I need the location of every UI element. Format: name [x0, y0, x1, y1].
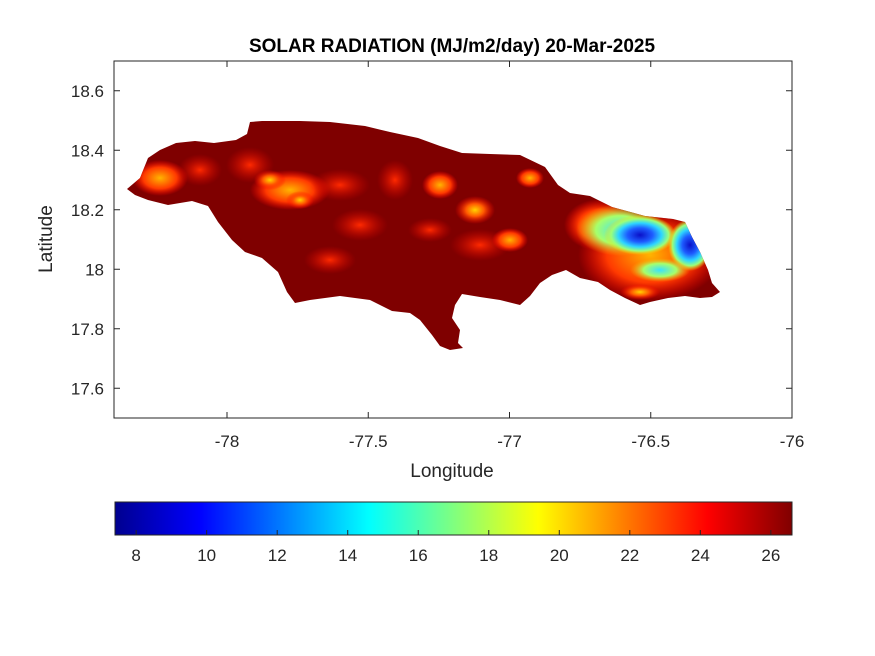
y-tick-label: 18.2: [71, 201, 104, 220]
hotspot-center-3: [408, 218, 452, 242]
x-axis-ticks: -78 -77.5 -77 -76.5 -76: [215, 61, 805, 451]
east-yellow-south: [620, 284, 660, 300]
hotspot-central: [310, 169, 370, 201]
x-tick-label: -78: [215, 432, 240, 451]
east-blue-low: [604, 215, 676, 255]
hotspot-north-east: [516, 168, 544, 188]
chart-title: SOLAR RADIATION (MJ/m2/day) 20-Mar-2025: [249, 36, 656, 57]
x-axis-label: Longitude: [410, 461, 493, 482]
colorbar-tick-label: 20: [550, 546, 569, 565]
y-tick-label: 17.8: [71, 320, 104, 339]
x-tick-label: -76: [780, 432, 805, 451]
y-axis-ticks: 17.6 17.8 18 18.2 18.4 18.6: [71, 82, 792, 398]
y-tick-label: 18: [85, 260, 104, 279]
colorbar-tick-label: 14: [338, 546, 357, 565]
colorbar-tick-label: 8: [131, 546, 140, 565]
hotspot-yellow-1: [254, 170, 286, 190]
colorbar-tick-label: 10: [197, 546, 216, 565]
colorbar: [114, 501, 793, 536]
y-tick-label: 18.6: [71, 82, 104, 101]
x-tick-label: -76.5: [631, 432, 670, 451]
hotspot-west: [132, 160, 188, 196]
colorbar-tick-label: 24: [691, 546, 710, 565]
y-tick-label: 17.6: [71, 379, 104, 398]
colorbar-tick-label: 22: [620, 546, 639, 565]
hotspot-center-north: [377, 160, 413, 200]
hotspot-east-2: [492, 228, 528, 252]
y-tick-label: 18.4: [71, 141, 104, 160]
colorbar-tick-label: 16: [409, 546, 428, 565]
x-tick-label: -77: [497, 432, 522, 451]
colorbar-ticks: 8 10 12 14 16 18 20 22 24 26: [131, 530, 780, 565]
colorbar-tick-label: 18: [479, 546, 498, 565]
jamaica-map: [127, 121, 720, 350]
hotspot-east-center: [455, 196, 495, 224]
hotspot-yellow-2: [286, 191, 314, 209]
x-tick-label: -77.5: [349, 432, 388, 451]
y-axis-label: Latitude: [36, 205, 57, 273]
hotspot-south-west: [304, 246, 356, 274]
colorbar-tick-label: 12: [268, 546, 287, 565]
hotspot-center-south: [332, 209, 388, 241]
hotspot-west-2: [178, 154, 222, 186]
colorbar-tick-label: 26: [761, 546, 780, 565]
hotspot-center-east: [422, 171, 458, 199]
east-cyan-south: [630, 258, 690, 282]
radiation-field: [132, 147, 720, 301]
